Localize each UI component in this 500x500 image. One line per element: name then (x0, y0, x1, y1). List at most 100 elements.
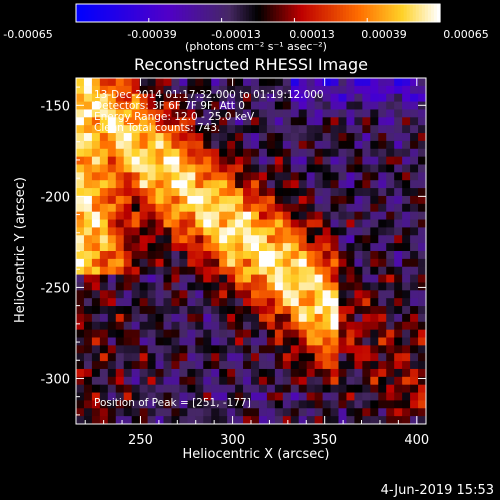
heatmap-cell (243, 282, 252, 291)
heatmap-cell (274, 298, 284, 307)
heatmap-cell (219, 227, 228, 236)
heatmap-cell (370, 361, 379, 370)
heatmap-cell (314, 109, 324, 118)
heatmap-cell (163, 85, 172, 95)
heatmap-cell (386, 85, 395, 95)
heatmap-cell (266, 321, 276, 331)
heatmap-cell (418, 78, 427, 87)
heatmap-cell (227, 227, 236, 236)
heatmap-cell (290, 282, 300, 291)
heatmap-cell (418, 298, 427, 307)
heatmap-cell (354, 188, 363, 197)
heatmap-cell (155, 361, 164, 370)
heatmap-cell (76, 164, 85, 173)
heatmap-cell (155, 85, 164, 95)
heatmap-cell (258, 416, 268, 425)
heatmap-cell (386, 203, 395, 213)
heatmap-cell (227, 243, 236, 252)
heatmap-cell (203, 243, 212, 252)
heatmap-cell (394, 321, 403, 331)
heatmap-cell (107, 258, 117, 268)
heatmap-cell (139, 321, 149, 331)
heatmap-cell (115, 203, 125, 213)
heatmap-cell (274, 400, 284, 409)
heatmap-cell (378, 148, 387, 158)
heatmap-cell (306, 235, 316, 244)
heatmap-cell (115, 368, 125, 378)
heatmap-cell (330, 306, 339, 315)
heatmap-cell (306, 282, 316, 291)
heatmap-cell (290, 313, 300, 323)
heatmap-cell (179, 361, 188, 370)
heatmap-cell (163, 266, 172, 276)
heatmap-cell (370, 211, 379, 221)
heatmap-cell (99, 227, 109, 236)
heatmap-cell (378, 195, 387, 205)
heatmap-cell (282, 258, 292, 268)
heatmap-cell (346, 290, 355, 299)
heatmap-cell (155, 384, 164, 394)
heatmap-cell (394, 235, 403, 244)
heatmap-cell (370, 290, 379, 299)
heatmap-cell (107, 219, 117, 228)
heatmap-cell (322, 227, 332, 236)
heatmap-cell (290, 85, 300, 95)
heatmap-cell (99, 361, 109, 370)
heatmap-cell (131, 282, 141, 291)
heatmap-cell (418, 345, 427, 354)
heatmap-cell (235, 298, 244, 307)
heatmap-cell (346, 329, 355, 338)
heatmap-cell (378, 211, 387, 221)
colorbar-swatch (330, 4, 335, 22)
heatmap-cell (235, 329, 244, 338)
heatmap-cell (354, 78, 363, 87)
colorbar-swatch (270, 4, 274, 22)
heatmap-cell (266, 298, 276, 307)
heatmap-cell (354, 180, 363, 189)
heatmap-cell (290, 211, 300, 221)
heatmap-cell (314, 117, 324, 126)
heatmap-cell (187, 321, 196, 331)
heatmap-cell (123, 345, 133, 354)
heatmap-cell (99, 313, 109, 323)
heatmap-cell (139, 298, 149, 307)
heatmap-cell (147, 164, 157, 173)
heatmap-cell (410, 361, 419, 370)
heatmap-cell (187, 282, 196, 291)
heatmap-cell (147, 345, 157, 354)
heatmap-cell (203, 125, 212, 134)
heatmap-cell (171, 290, 180, 299)
heatmap-cell (386, 400, 395, 409)
colorbar-frame (75, 3, 441, 23)
heatmap-cell (76, 337, 85, 346)
heatmap-cell (227, 416, 236, 425)
heatmap-cell (99, 133, 109, 142)
heatmap-cell (243, 384, 252, 394)
heatmap-cell (195, 195, 204, 205)
heatmap-cell (83, 243, 93, 252)
heatmap-cell (243, 274, 252, 283)
heatmap-cell (338, 235, 347, 244)
heatmap-cell (251, 408, 260, 417)
heatmap-cell (91, 384, 101, 394)
heatmap-cell (107, 345, 117, 354)
heatmap-cell (76, 282, 85, 291)
heatmap-cell (219, 195, 228, 205)
heatmap-cell (115, 384, 125, 394)
heatmap-cell (195, 290, 204, 299)
heatmap-cell (346, 353, 355, 362)
heatmap-cell (131, 329, 141, 338)
heatmap-cell (91, 180, 101, 189)
heatmap-cell (314, 251, 324, 260)
heatmap-cell (227, 392, 236, 401)
colorbar-units: (photons cm⁻² s⁻¹ asec⁻²) (185, 40, 327, 53)
heatmap-cell (179, 298, 188, 307)
heatmap-cell (187, 117, 196, 126)
heatmap-cell (155, 337, 164, 346)
heatmap-cell (330, 274, 339, 283)
heatmap-cell (187, 313, 196, 323)
heatmap-cell (362, 306, 371, 315)
heatmap-cell (179, 109, 188, 118)
heatmap-cell (211, 133, 220, 142)
heatmap-cell (258, 211, 268, 221)
